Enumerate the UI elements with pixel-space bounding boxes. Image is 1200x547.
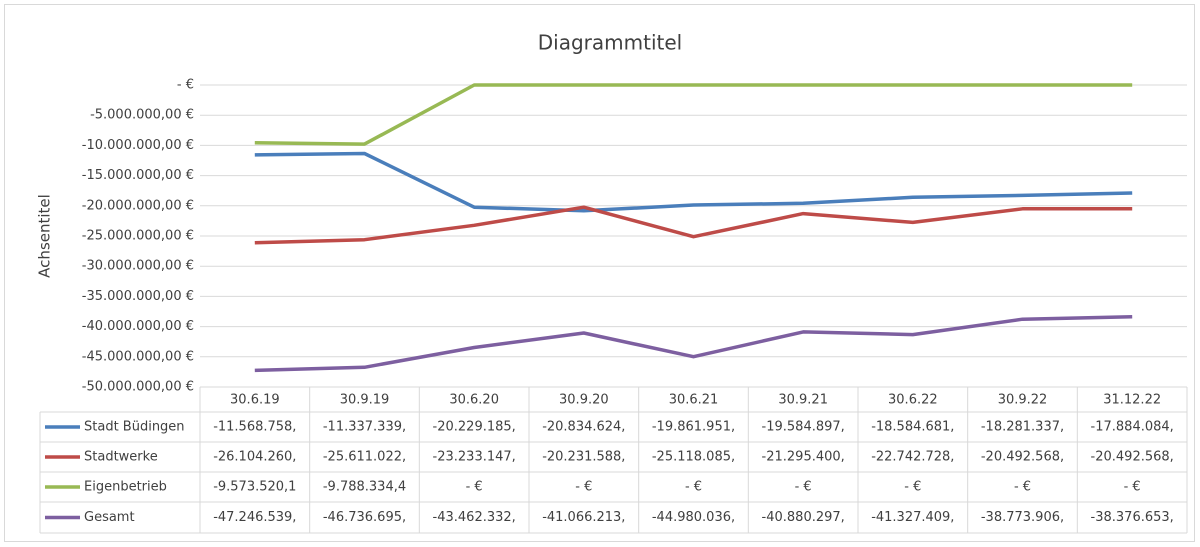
series-line [254,83,1133,146]
table-cell: - € [575,480,592,495]
table-cell: -41.066.213, [542,510,625,525]
chart-border [4,4,1195,542]
x-tick-label: 30.6.22 [888,393,938,408]
table-cell: -46.736.695, [323,510,406,525]
y-tick-label: -35.000.000,00 € [82,289,194,304]
table-cell: - € [1014,480,1031,495]
y-axis-title: Achsentitel [36,194,54,278]
table-cell: -20.492.568, [1091,450,1174,465]
table-cell: - € [466,480,483,495]
x-tick-label: 30.9.20 [559,393,609,408]
series-line [254,205,1133,245]
y-tick-label: -25.000.000,00 € [82,229,194,244]
y-tick-label: -15.000.000,00 € [82,168,194,183]
x-tick-label: 30.6.19 [230,393,280,408]
x-tick-label: 30.9.22 [998,393,1048,408]
legend-label: Gesamt [84,510,135,525]
legend-label: Stadtwerke [84,450,158,465]
y-tick-label: -20.000.000,00 € [82,198,194,213]
table-cell: -11.337.339, [323,420,406,435]
x-tick-label: 30.6.20 [449,393,499,408]
y-tick-label: -5.000.000,00 € [90,108,194,123]
y-tick-label: -40.000.000,00 € [82,319,194,334]
y-tick-label: -50.000.000,00 € [82,380,194,395]
table-cell: -17.884.084, [1091,420,1174,435]
legend-label: Stadt Büdingen [84,420,185,435]
series-line [254,315,1133,373]
table-cell: -18.584.681, [871,420,954,435]
table-cell: - € [685,480,702,495]
table-cell: -11.568.758, [213,420,296,435]
table-cell: -20.229.185, [433,420,516,435]
legend-label: Eigenbetrieb [84,480,167,495]
table-cell: -19.584.897, [762,420,845,435]
table-cell: -47.246.539, [213,510,296,525]
y-tick-label: -45.000.000,00 € [82,349,194,364]
table-cell: -38.376.653, [1091,510,1174,525]
series-line [254,151,1133,213]
table-cell: -9.573.520,1 [213,480,296,495]
table-cell: - € [795,480,812,495]
x-tick-label: 30.6.21 [669,393,719,408]
chart-title: Diagrammtitel [538,31,682,55]
table-cell: - € [904,480,921,495]
y-tick-label: -10.000.000,00 € [82,138,194,153]
table-cell: -20.492.568, [981,450,1064,465]
table-cell: -38.773.906, [981,510,1064,525]
table-cell: -40.880.297, [762,510,845,525]
table-cell: -19.861.951, [652,420,735,435]
table-cell: -20.834.624, [542,420,625,435]
table-cell: -18.281.337, [981,420,1064,435]
table-cell: -9.788.334,4 [323,480,406,495]
y-tick-label: -30.000.000,00 € [82,259,194,274]
x-tick-label: 30.9.19 [340,393,390,408]
table-cell: -44.980.036, [652,510,735,525]
table-cell: -23.233.147, [433,450,516,465]
table-cell: -22.742.728, [871,450,954,465]
table-cell: - € [1124,480,1141,495]
table-cell: -25.611.022, [323,450,406,465]
table-cell: -21.295.400, [762,450,845,465]
x-tick-label: 30.9.21 [778,393,828,408]
x-tick-label: 31.12.22 [1103,393,1161,408]
table-cell: -26.104.260, [213,450,296,465]
table-cell: -20.231.588, [542,450,625,465]
table-cell: -43.462.332, [433,510,516,525]
table-cell: -25.118.085, [652,450,735,465]
y-tick-label: - € [177,78,194,93]
table-cell: -41.327.409, [871,510,954,525]
